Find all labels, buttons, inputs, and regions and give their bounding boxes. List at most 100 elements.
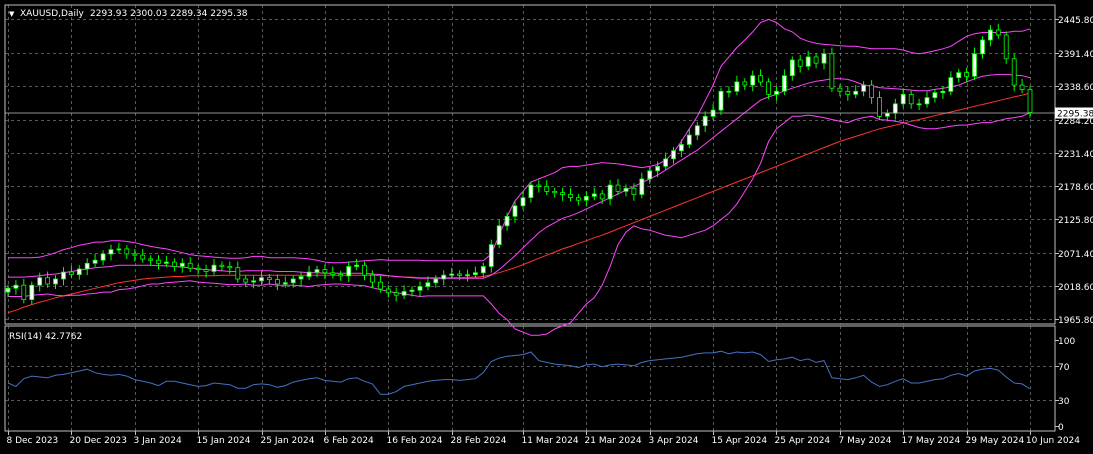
candle[interactable] (805, 50, 811, 71)
candle[interactable] (663, 152, 668, 171)
candle[interactable] (544, 180, 550, 196)
candle[interactable] (282, 276, 288, 288)
candle[interactable] (488, 239, 494, 273)
candle[interactable] (972, 47, 977, 81)
candle[interactable] (266, 274, 272, 285)
candle[interactable] (877, 91, 882, 121)
candle[interactable] (69, 265, 74, 279)
candle[interactable] (568, 188, 573, 202)
candle[interactable] (750, 70, 756, 92)
candle[interactable] (869, 80, 874, 104)
candle[interactable] (512, 200, 518, 223)
candle[interactable] (211, 258, 217, 276)
candle[interactable] (179, 258, 185, 273)
candle[interactable] (84, 258, 90, 276)
candle[interactable] (37, 272, 43, 292)
candle[interactable] (623, 184, 629, 197)
candle[interactable] (853, 85, 859, 99)
candle[interactable] (195, 264, 201, 275)
candle[interactable] (140, 248, 146, 263)
candle[interactable] (924, 91, 930, 108)
candle[interactable] (591, 187, 597, 201)
candle[interactable] (259, 271, 264, 285)
candle[interactable] (171, 258, 177, 272)
candle[interactable] (425, 276, 431, 291)
candle[interactable] (552, 187, 558, 198)
candle[interactable] (251, 275, 257, 289)
candle[interactable] (496, 219, 502, 249)
candle[interactable] (845, 86, 851, 101)
candle[interactable] (472, 266, 478, 279)
candle[interactable] (1027, 85, 1033, 118)
candle[interactable] (797, 55, 803, 73)
candle[interactable] (354, 258, 360, 271)
candle[interactable] (536, 180, 542, 193)
candle[interactable] (932, 88, 938, 103)
candle[interactable] (782, 69, 787, 96)
candle[interactable] (980, 36, 985, 59)
candle[interactable] (108, 244, 114, 261)
candle[interactable] (314, 265, 320, 278)
candle[interactable] (908, 90, 914, 109)
symbol-header[interactable]: ▼ XAUUSD,Daily 2293.93 2300.03 2289.34 2… (9, 9, 248, 19)
candle[interactable] (187, 257, 193, 273)
candle[interactable] (330, 266, 336, 279)
candle[interactable] (964, 67, 969, 83)
candle[interactable] (76, 265, 82, 280)
candle[interactable] (338, 270, 344, 281)
candle[interactable] (1003, 31, 1009, 64)
candle[interactable] (306, 265, 312, 281)
candle[interactable] (290, 275, 296, 288)
candle[interactable] (29, 281, 35, 305)
candle[interactable] (61, 267, 66, 286)
candle[interactable] (227, 261, 233, 275)
candle[interactable] (615, 178, 621, 196)
candle[interactable] (156, 255, 161, 270)
candle[interactable] (219, 261, 225, 272)
candle[interactable] (655, 161, 660, 177)
candle[interactable] (520, 191, 526, 210)
candle[interactable] (813, 53, 819, 69)
candle[interactable] (116, 242, 122, 254)
candle[interactable] (774, 86, 779, 101)
candle[interactable] (821, 48, 827, 70)
candle[interactable] (694, 122, 700, 141)
candle[interactable] (449, 267, 455, 279)
candle[interactable] (726, 86, 732, 98)
candle[interactable] (401, 285, 407, 299)
candle[interactable] (92, 253, 98, 268)
candle[interactable] (362, 261, 367, 281)
candle[interactable] (45, 271, 50, 288)
candle[interactable] (203, 264, 209, 278)
candle[interactable] (671, 147, 676, 164)
candle[interactable] (274, 274, 280, 291)
candle[interactable] (53, 275, 58, 289)
candles[interactable] (5, 23, 1033, 305)
candle[interactable] (528, 181, 534, 203)
candle[interactable] (631, 183, 637, 201)
candle[interactable] (465, 269, 470, 282)
candle[interactable] (100, 250, 106, 266)
candle[interactable] (956, 68, 962, 83)
candle[interactable] (409, 286, 415, 297)
candle[interactable] (163, 255, 169, 268)
candle[interactable] (583, 191, 589, 207)
candle[interactable] (433, 275, 439, 288)
candle[interactable] (789, 56, 795, 81)
candle[interactable] (1011, 53, 1017, 92)
candle[interactable] (298, 271, 304, 286)
candle[interactable] (861, 81, 866, 97)
candle[interactable] (132, 248, 138, 262)
candle[interactable] (607, 180, 613, 206)
candle[interactable] (892, 98, 898, 120)
candle[interactable] (322, 264, 328, 279)
candle[interactable] (686, 128, 692, 149)
candle[interactable] (346, 261, 352, 283)
candle[interactable] (940, 86, 946, 99)
candle[interactable] (5, 284, 11, 298)
candle[interactable] (393, 287, 399, 302)
candle[interactable] (995, 23, 1001, 39)
candle[interactable] (710, 103, 716, 121)
candle[interactable] (900, 88, 906, 108)
candle[interactable] (576, 193, 581, 206)
